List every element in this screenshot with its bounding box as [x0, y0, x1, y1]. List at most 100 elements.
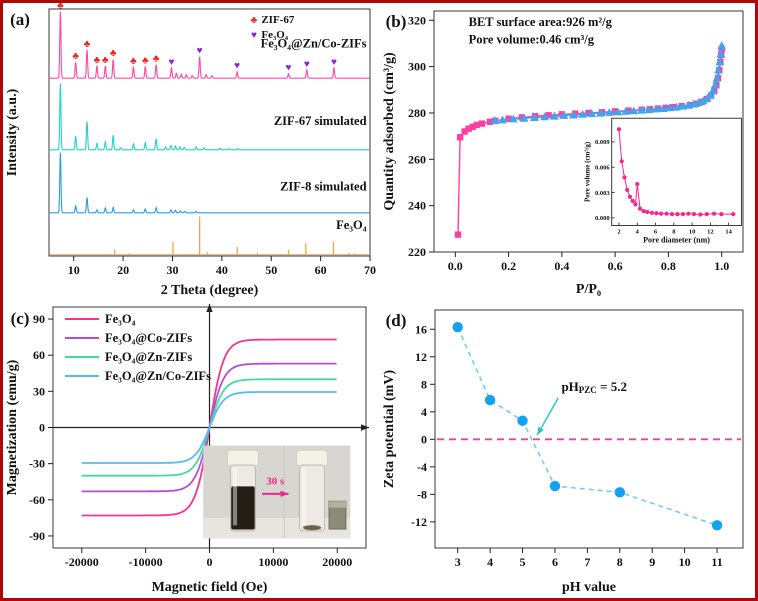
peak-marker-icon: ♥ [197, 45, 203, 56]
pore-point [625, 187, 630, 193]
desorption-point [652, 104, 661, 113]
axes-frame [433, 10, 744, 253]
peak-marker-icon: ♣ [84, 39, 91, 50]
zeta-chart: -12 -8 -4 0 4 8 12 16 3 4 5 6 7 8 9 10 11 pH value Zeta po… [382, 309, 744, 595]
adsorption-point [518, 114, 526, 121]
y-tick-label: 320 [408, 13, 426, 27]
desorption-point [613, 107, 623, 116]
y-tick-label: -8 [417, 487, 427, 501]
settled-particles [302, 525, 322, 531]
panel-c: -90 -60 -30 0 30 60 90 -20000 -10000 0 10000 20000 M… [3, 300, 379, 598]
pore-point [704, 211, 709, 217]
desorption-point [694, 98, 703, 107]
axes-frame [48, 8, 371, 257]
desorption-point [710, 80, 720, 89]
vial-cap [296, 449, 328, 467]
panel-b: 220 240 260 280 300 320 0.0 0.2 0.4 0.6 0.8 1.0 P/P₀… [379, 3, 755, 300]
y-axis-label: Intensity (a.u.) [5, 88, 20, 176]
x-tick-label: 40 [216, 263, 228, 277]
desorption-point [604, 108, 614, 116]
pore-point [686, 211, 691, 216]
inset-y-label: Pore volume (cm³/g) [584, 141, 592, 202]
xrd-series-line [49, 152, 370, 214]
panel-label: (c) [11, 309, 30, 328]
x-tick-label: 10 [679, 555, 691, 569]
x-tick-label: 10000 [258, 555, 288, 569]
x-tick-label: 7 [584, 555, 590, 569]
pore-point [645, 209, 650, 215]
x-tick-label: 1.0 [714, 259, 729, 273]
peak-marker-icon: ♣ [153, 54, 160, 65]
zeta-point [614, 487, 625, 498]
adsorption-point [454, 231, 462, 238]
desorption-point [689, 99, 699, 108]
legend-marker-icon: ♣ [251, 15, 258, 26]
desorption-point [587, 109, 597, 118]
desorption-point [530, 113, 539, 121]
adsorption-point [486, 118, 494, 125]
inset-y-tick: 0.009 [595, 139, 610, 146]
x-tick-label: 70 [364, 263, 376, 277]
pore-point [680, 211, 686, 217]
x-tick-label: 10 [68, 263, 80, 277]
legend-marker-icon: ♥ [251, 30, 257, 41]
desorption-point [540, 112, 549, 121]
dark-suspension [231, 486, 255, 530]
peak-marker-icon: ♣ [57, 3, 64, 11]
inset-x-tick: 2 [617, 228, 620, 235]
inset-y-tick: 0.000 [595, 215, 610, 222]
vial-body [299, 464, 326, 532]
x-tick-label: 3 [455, 555, 461, 569]
adsorption-point [469, 123, 476, 131]
desorption-point [578, 109, 588, 118]
y-tick-label: 8 [421, 377, 427, 391]
x-axis-label: Magnetic field (Oe) [152, 580, 268, 595]
desorption-point [672, 102, 681, 111]
pore-point [630, 198, 635, 204]
y-axis-label: Magnetization (emu/g) [5, 359, 20, 495]
x-tick-label: 6 [552, 555, 558, 569]
desorption-point [712, 73, 722, 82]
xrd-series-line [49, 11, 370, 79]
separation-photo-inset: 30 s [203, 445, 351, 539]
pore-point [698, 212, 703, 217]
x-tick-label: 30 [166, 263, 178, 277]
series-label: Fe₃O₄@Zn/Co-ZIFs [261, 36, 367, 50]
desorption-point [714, 65, 723, 74]
time-label: 30 s [266, 476, 285, 488]
pore-point [633, 202, 638, 207]
pore-point [675, 211, 680, 217]
x-axis-label: pH value [562, 580, 616, 595]
desorption-point [637, 105, 647, 114]
adsorption-point [465, 125, 472, 132]
x-tick-label: 0.6 [608, 259, 623, 273]
x-tick-label: 5 [520, 555, 526, 569]
y-tick-label: 220 [408, 245, 426, 259]
peak-marker-icon: ♣ [130, 56, 137, 67]
adsorption-point [571, 110, 579, 117]
vial-cap [227, 449, 259, 467]
y-tick-label: 30 [33, 384, 45, 398]
zeta-point [484, 394, 496, 406]
desorption-point [665, 103, 675, 112]
panel-label: (b) [386, 12, 407, 31]
pore-point [622, 175, 627, 180]
pore-point [691, 211, 697, 217]
panel-a: 10 20 30 40 50 60 70 2 Theta (degree) Intensity … [3, 3, 379, 300]
y-axis-label: Quantity adsorbed (cm³/g) [382, 52, 397, 211]
x-tick-label: 8 [617, 555, 623, 569]
x-tick-label: 20 [117, 263, 129, 277]
peak-marker-icon: ♥ [304, 59, 310, 70]
peak-marker-icon: ♥ [234, 61, 240, 72]
adsorption-point [585, 109, 592, 117]
desorption-point [550, 111, 559, 120]
x-tick-label: 0.2 [501, 259, 516, 273]
inset-frame [611, 117, 742, 226]
peak-marker-icon: ♥ [331, 57, 337, 68]
desorption-point [508, 114, 518, 123]
adsorption-point [545, 112, 552, 119]
panel-d: -12 -8 -4 0 4 8 12 16 3 4 5 6 7 8 9 10 11 pH value Zeta po… [379, 300, 755, 598]
desorption-point [715, 57, 725, 66]
zeta-plot: -12 -8 -4 0 4 8 12 16 3 4 5 6 7 8 9 10 11 pH value Zeta po… [382, 309, 744, 595]
pore-point [731, 211, 736, 217]
